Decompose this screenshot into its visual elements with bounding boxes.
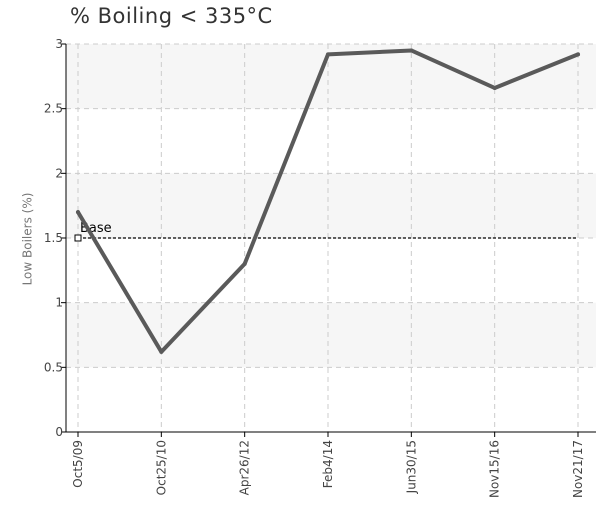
background-band	[66, 173, 596, 238]
data-point	[242, 261, 247, 266]
grid-lines	[66, 43, 596, 432]
y-tick-label: 3	[55, 37, 63, 51]
x-tick-label: Feb4/14	[321, 440, 335, 488]
y-tick-label: 1.5	[44, 231, 63, 245]
y-tick-label: 0	[55, 425, 63, 439]
x-axis-ticks: Oct5/09 Oct25/10 Apr26/12 Feb4/14 Jun30/15 No…	[71, 432, 585, 498]
y-tick-label: 1	[55, 296, 63, 310]
data-point	[76, 210, 80, 215]
data-point	[159, 349, 164, 354]
data-point	[326, 52, 330, 57]
background-bands	[66, 44, 596, 368]
x-tick-label: Nov15/16	[488, 440, 502, 498]
chart-title: % Boiling < 335°C	[70, 4, 273, 28]
x-tick-label: Nov21/17	[571, 440, 585, 498]
series-layer	[76, 48, 580, 354]
data-point	[492, 85, 497, 90]
y-axis-label: Low Boilers (%)	[21, 193, 35, 286]
x-tick-label: Oct5/09	[71, 440, 85, 488]
data-point	[576, 52, 580, 57]
x-tick-label: Oct25/10	[154, 440, 168, 495]
base-marker	[74, 234, 82, 242]
background-band	[66, 302, 596, 368]
y-tick-label: 2	[55, 166, 63, 180]
base-reference: Base	[74, 221, 578, 242]
y-axis-ticks: 0 0.5 1 1.5 2 2.5 3	[44, 37, 66, 439]
y-tick-label: 2.5	[44, 102, 63, 116]
x-tick-label: Jun30/15	[404, 440, 418, 494]
y-tick-label: 0.5	[44, 360, 63, 374]
x-tick-label: Apr26/12	[238, 440, 252, 495]
data-point	[409, 48, 414, 53]
